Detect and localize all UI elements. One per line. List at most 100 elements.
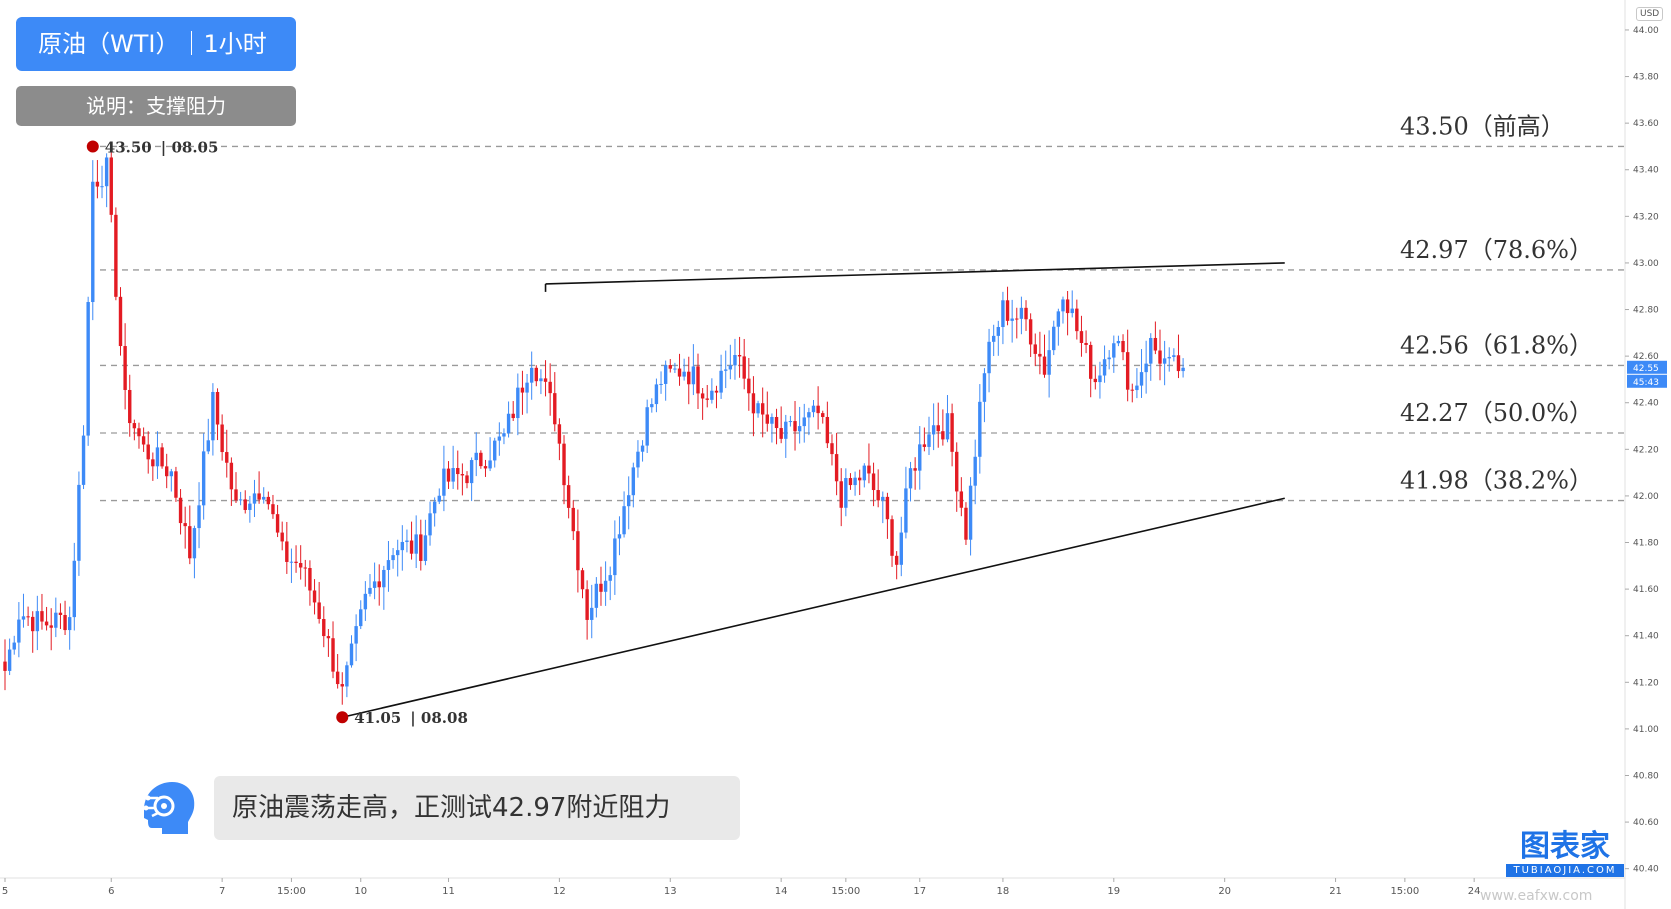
price-tick-label: 40.60 — [1633, 818, 1659, 828]
candle-body — [673, 368, 677, 370]
candle-body — [493, 440, 497, 461]
candle-body — [617, 534, 622, 539]
candle-body — [793, 421, 797, 432]
chart-title: 原油（WTI）｜1小时 — [16, 17, 296, 71]
candle-body — [488, 460, 492, 469]
level-label: 42.97（78.6%） — [1400, 236, 1593, 264]
candle-body — [118, 296, 123, 347]
candle-body — [802, 417, 806, 427]
candle-body — [996, 327, 1000, 336]
candle-body — [335, 671, 340, 685]
candle-body — [349, 643, 354, 666]
candle-body — [1158, 350, 1162, 364]
analysis-comment: 原油震荡走高，正测试42.97附近阻力 — [214, 776, 740, 840]
candle-body — [1153, 337, 1158, 351]
candle-body — [599, 583, 603, 592]
time-tick-label: 19 — [1107, 886, 1120, 897]
candle-body — [890, 519, 894, 556]
candle-body — [608, 575, 612, 581]
candle-body — [645, 407, 649, 446]
candle-body — [1135, 385, 1139, 391]
price-tick-label: 40.40 — [1633, 865, 1659, 875]
candle-body — [737, 355, 742, 357]
price-tick-label: 43.80 — [1633, 73, 1659, 83]
candle-body — [733, 355, 737, 366]
candle-body — [262, 496, 266, 500]
candle-body — [631, 467, 636, 496]
candle-body — [460, 474, 465, 476]
candle-body — [201, 451, 206, 506]
candle-body — [432, 501, 437, 514]
candle-body — [663, 365, 668, 384]
candle-body — [742, 356, 746, 379]
price-tick-label: 40.80 — [1633, 771, 1659, 781]
candle-body — [31, 616, 35, 632]
candle-body — [1038, 353, 1042, 357]
time-tick-label: 15:00 — [831, 886, 860, 897]
candle-body — [918, 444, 922, 471]
candle-body — [867, 465, 871, 474]
candle-body — [844, 478, 848, 508]
price-tick-label: 42.20 — [1633, 445, 1659, 455]
candle-body — [238, 499, 243, 501]
candle-body — [862, 465, 867, 481]
candle-body — [650, 404, 654, 408]
brand-name: 图表家 — [1520, 829, 1610, 864]
candle-body — [257, 493, 261, 500]
candle-body — [696, 366, 700, 394]
candle-body — [1070, 308, 1074, 314]
currency-tag[interactable]: USD — [1636, 7, 1664, 21]
candle-body — [724, 369, 728, 371]
pivot-low-price: 41.05 — [354, 709, 401, 727]
candle-body — [516, 387, 520, 419]
candle-body — [211, 391, 215, 441]
candle-body — [396, 550, 400, 556]
candle-body — [747, 378, 751, 394]
level-label: 42.27（50.0%） — [1400, 399, 1593, 427]
candle-body — [372, 581, 377, 588]
candle-body — [585, 589, 589, 620]
candle-body — [81, 435, 86, 485]
time-axis: 5 6 7 15:00 10 11 12 13 14 15:00 17 18 19 20 21 15:00 24 — [0, 877, 1625, 897]
candle-body — [1144, 363, 1148, 373]
candle-body — [1024, 307, 1028, 320]
candle-body — [409, 540, 414, 554]
candle-body — [728, 365, 733, 370]
candle-body — [705, 398, 709, 400]
price-tick-label: 41.00 — [1633, 725, 1659, 735]
level-label: 41.98（38.2%） — [1400, 467, 1593, 495]
candle-body — [423, 535, 428, 561]
time-tick-label: 24 — [1468, 886, 1481, 897]
candle-body — [1139, 372, 1144, 386]
candle-body — [469, 460, 474, 484]
price-tick-label: 43.40 — [1633, 166, 1659, 176]
candle-body — [354, 626, 358, 644]
candle-body — [714, 390, 719, 393]
candle-body — [562, 443, 566, 486]
pivot-high-date: | 08.05 — [161, 138, 219, 156]
candle-body — [479, 452, 483, 467]
candle-body — [151, 459, 155, 467]
candle-body — [520, 387, 525, 393]
candle-body — [160, 447, 164, 467]
candle-body — [95, 181, 100, 187]
candle-body — [654, 384, 659, 405]
support-line — [342, 497, 1285, 719]
candle-body — [922, 444, 927, 447]
candle-body — [908, 468, 913, 489]
candle-body — [525, 382, 529, 393]
countdown-tag — [1627, 374, 1667, 388]
candle-body — [312, 590, 317, 603]
candle-body — [534, 367, 538, 382]
candle-body — [774, 416, 779, 429]
candle-body — [770, 416, 774, 424]
candle-body — [21, 616, 26, 620]
time-tick-label: 5 — [2, 886, 8, 897]
candle-body — [1075, 308, 1079, 332]
candle-body — [765, 414, 769, 424]
candle-body — [132, 423, 137, 429]
price-tick-label: 42.40 — [1633, 399, 1659, 409]
candle-body — [811, 405, 816, 413]
candle-body — [225, 452, 229, 463]
candle-body — [1028, 319, 1033, 345]
